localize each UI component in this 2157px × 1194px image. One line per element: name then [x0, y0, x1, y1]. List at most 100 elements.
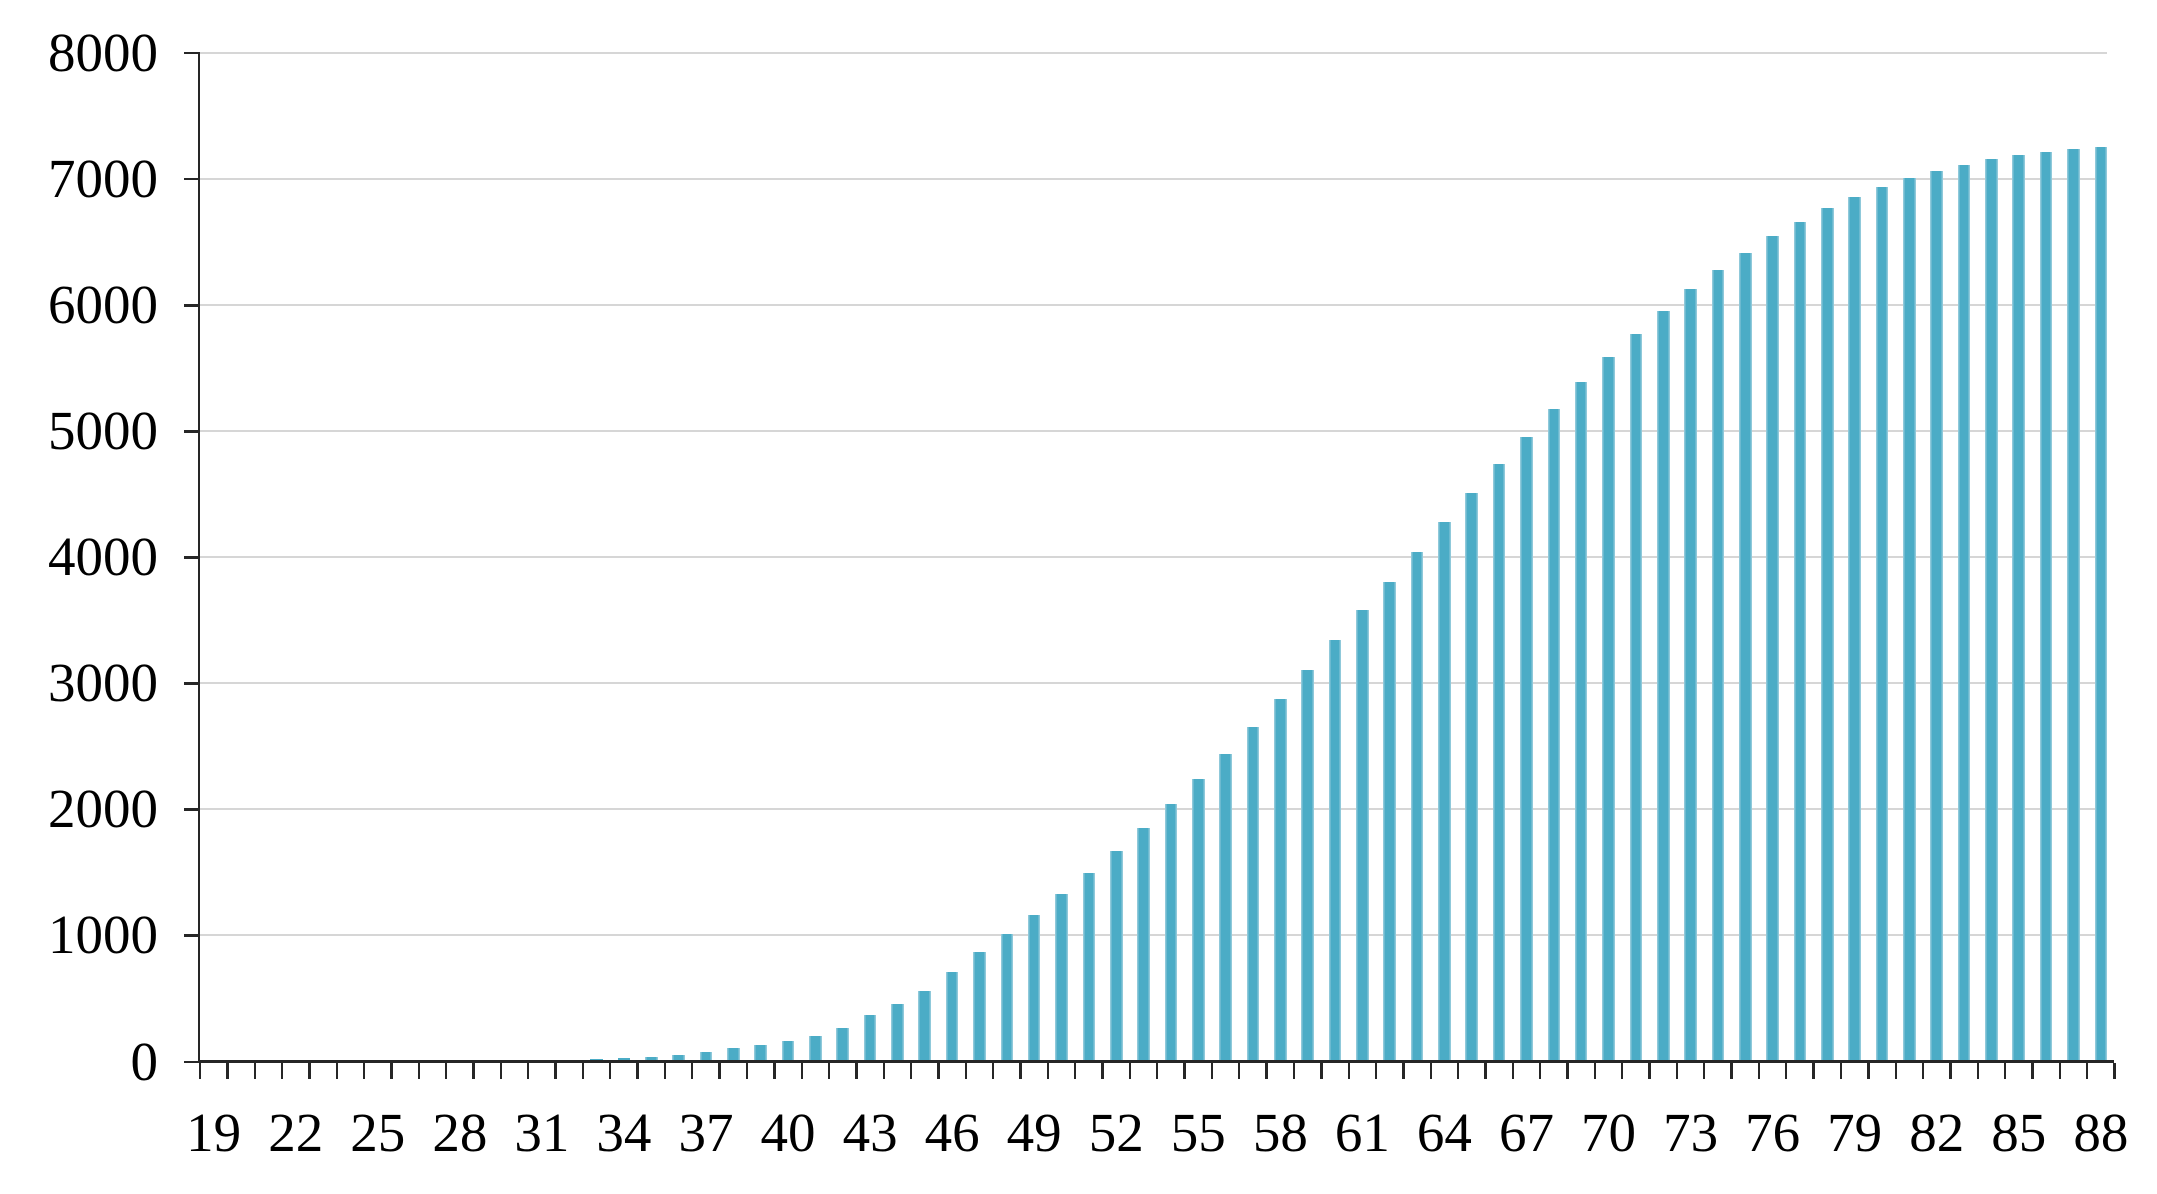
- y-axis-label-2000: 2000: [48, 778, 158, 840]
- x-axis-tick: [718, 1062, 721, 1079]
- x-axis-tick: [444, 1062, 448, 1079]
- gridline-7000: [200, 178, 2107, 181]
- x-axis-tick: [1320, 1062, 1323, 1079]
- x-axis-tick: [362, 1062, 366, 1079]
- bar-age-56: [1219, 754, 1232, 1062]
- x-axis-tick: [964, 1062, 967, 1079]
- x-axis-tick: [1238, 1062, 1241, 1079]
- y-axis-tick-4000: [184, 556, 200, 559]
- x-axis-tick: [226, 1062, 229, 1079]
- x-axis-tick: [1976, 1062, 1979, 1079]
- y-axis-tick-6000: [184, 304, 200, 307]
- bar-age-57: [1246, 726, 1260, 1062]
- x-axis-tick: [1538, 1062, 1542, 1079]
- bar-age-39: [754, 1044, 767, 1062]
- y-axis-label-5000: 5000: [48, 400, 158, 462]
- bar-age-86: [2039, 152, 2053, 1062]
- bar-age-75: [1738, 253, 1752, 1062]
- x-axis-tick: [1921, 1062, 1925, 1079]
- y-axis-label-6000: 6000: [48, 274, 158, 336]
- x-axis-tick: [1894, 1062, 1897, 1079]
- x-axis-tick: [335, 1062, 338, 1079]
- x-axis-tick: [1730, 1062, 1733, 1079]
- bar-age-36: [672, 1055, 685, 1062]
- x-axis-label-79: 79: [1827, 1102, 1883, 1163]
- bar-age-87: [2067, 149, 2080, 1062]
- gridline-6000: [200, 304, 2107, 307]
- x-axis-tick: [691, 1062, 694, 1079]
- bar-age-44: [891, 1003, 904, 1062]
- x-axis-tick: [1265, 1062, 1268, 1079]
- x-axis-tick: [198, 1062, 202, 1079]
- bar-age-50: [1055, 894, 1068, 1062]
- bar-age-54: [1164, 804, 1178, 1062]
- bar-age-63: [1410, 551, 1424, 1062]
- x-axis-label-46: 46: [924, 1102, 980, 1163]
- x-axis-tick: [1046, 1062, 1050, 1079]
- x-axis-tick: [1374, 1062, 1378, 1079]
- x-axis-tick: [1703, 1062, 1706, 1079]
- x-axis-tick: [1785, 1062, 1788, 1079]
- bar-age-40: [781, 1041, 795, 1062]
- x-axis-tick: [1867, 1062, 1870, 1079]
- bar-age-35: [644, 1057, 658, 1062]
- bar-age-70: [1602, 356, 1615, 1062]
- x-axis-tick: [1183, 1062, 1186, 1079]
- x-axis-tick: [1429, 1062, 1432, 1079]
- x-axis-label-37: 37: [678, 1102, 734, 1163]
- bar-age-38: [727, 1048, 740, 1062]
- bar-age-77: [1793, 222, 1807, 1062]
- x-axis-tick: [1648, 1062, 1651, 1079]
- x-axis-tick: [1566, 1062, 1569, 1079]
- x-axis-tick: [527, 1062, 530, 1079]
- x-axis-label-76: 76: [1745, 1102, 1801, 1163]
- x-axis-tick: [2003, 1062, 2007, 1079]
- x-axis-tick: [2031, 1062, 2034, 1079]
- gridline-3000: [200, 682, 2107, 685]
- x-axis-tick: [581, 1062, 585, 1079]
- x-axis-label-43: 43: [842, 1102, 898, 1163]
- x-axis-label-52: 52: [1088, 1102, 1144, 1163]
- x-axis-tick: [390, 1062, 393, 1079]
- y-axis-tick-0: [184, 1060, 200, 1063]
- y-axis-label-3000: 3000: [48, 652, 158, 714]
- x-axis-tick: [1949, 1062, 1952, 1079]
- x-axis-label-28: 28: [432, 1102, 488, 1163]
- bar-age-84: [1985, 159, 1998, 1062]
- bar-age-43: [863, 1015, 877, 1062]
- x-axis-tick: [937, 1062, 940, 1079]
- y-axis-label-7000: 7000: [48, 148, 158, 210]
- x-axis-tick: [1101, 1062, 1104, 1079]
- x-axis-label-40: 40: [760, 1102, 816, 1163]
- x-axis-label-70: 70: [1581, 1102, 1637, 1163]
- x-axis-tick: [2085, 1062, 2089, 1079]
- x-axis-label-25: 25: [350, 1102, 406, 1163]
- y-axis-tick-2000: [184, 808, 200, 811]
- x-axis-label-49: 49: [1006, 1102, 1062, 1163]
- bar-age-49: [1027, 915, 1041, 1062]
- x-axis-tick: [636, 1062, 639, 1079]
- x-axis-label-73: 73: [1663, 1102, 1719, 1163]
- bar-age-37: [699, 1052, 713, 1062]
- bar-age-53: [1137, 827, 1150, 1062]
- x-axis-tick: [2113, 1062, 2116, 1079]
- y-axis-label-1000: 1000: [48, 904, 158, 966]
- gridline-2000: [200, 808, 2107, 811]
- y-axis-label-4000: 4000: [48, 526, 158, 588]
- x-axis-tick: [280, 1062, 284, 1079]
- x-axis-label-55: 55: [1170, 1102, 1226, 1163]
- bar-age-64: [1438, 521, 1451, 1062]
- bar-age-68: [1547, 409, 1561, 1062]
- x-axis-tick: [472, 1062, 475, 1079]
- bar-age-88: [2094, 146, 2108, 1062]
- x-axis-label-22: 22: [268, 1102, 324, 1163]
- x-axis-tick: [909, 1062, 913, 1079]
- gridline-1000: [200, 934, 2107, 937]
- x-axis-tick: [1402, 1062, 1405, 1079]
- bar-age-79: [1848, 196, 1861, 1062]
- bar-age-55: [1191, 779, 1205, 1062]
- bar-age-48: [1000, 934, 1014, 1062]
- bar-age-59: [1301, 669, 1314, 1062]
- bar-age-66: [1492, 463, 1506, 1062]
- bar-age-85: [2012, 154, 2026, 1062]
